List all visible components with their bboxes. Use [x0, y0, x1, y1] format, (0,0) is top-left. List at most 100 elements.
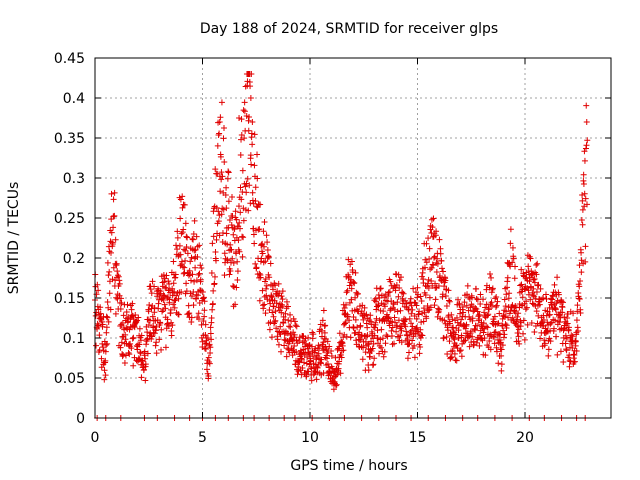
data-point: [394, 308, 401, 315]
data-point: [371, 332, 378, 339]
data-point: [419, 332, 426, 339]
data-point: [363, 333, 370, 340]
data-point: [501, 313, 508, 320]
data-point: [161, 278, 168, 285]
data-point: [578, 249, 585, 256]
data-point: [573, 347, 580, 354]
data-point: [381, 303, 388, 310]
data-point: [499, 323, 506, 330]
data-point: [224, 175, 231, 182]
data-point: [576, 262, 583, 269]
data-point: [265, 252, 272, 259]
data-point: [496, 310, 503, 317]
data-point: [215, 218, 222, 225]
data-point: [370, 340, 377, 347]
data-point: [551, 281, 558, 288]
data-point: [554, 297, 561, 304]
data-point: [533, 271, 540, 278]
data-point: [466, 313, 473, 320]
data-point: [244, 175, 251, 182]
data-point: [216, 119, 223, 125]
data-point: [111, 189, 118, 196]
data-point: [448, 353, 455, 360]
data-point: [576, 295, 583, 302]
data-point: [239, 167, 246, 174]
data-point: [531, 279, 538, 286]
data-point: [421, 264, 428, 271]
data-point: [494, 320, 501, 327]
data-point: [142, 377, 149, 384]
data-point: [177, 262, 184, 269]
data-point: [175, 311, 182, 318]
data-point: [347, 334, 354, 341]
data-point: [562, 340, 569, 347]
data-point: [367, 312, 374, 319]
data-point: [126, 351, 133, 358]
data-point: [482, 352, 489, 359]
data-point: [566, 357, 573, 364]
data-point: [439, 291, 446, 298]
data-point: [300, 359, 307, 366]
data-point: [282, 310, 289, 317]
data-point: [207, 344, 214, 351]
data-point: [261, 218, 268, 225]
data-point: [469, 333, 476, 340]
data-point: [473, 285, 480, 292]
data-point: [248, 161, 255, 168]
data-point: [376, 350, 383, 357]
data-point: [227, 241, 234, 248]
data-point: [377, 285, 384, 292]
data-point: [208, 336, 215, 343]
data-point: [474, 296, 481, 303]
data-point: [463, 302, 470, 309]
data-point: [216, 232, 223, 239]
data-point: [227, 267, 234, 274]
data-point: [560, 299, 567, 306]
data-point: [371, 355, 378, 362]
data-point: [199, 289, 206, 296]
data-point: [520, 330, 527, 337]
data-point: [536, 301, 543, 308]
data-point: [368, 321, 375, 328]
data-point: [126, 326, 133, 333]
data-point: [206, 360, 213, 367]
data-point: [413, 315, 420, 322]
data-point: [578, 269, 585, 276]
data-point: [197, 276, 204, 283]
data-point: [106, 248, 113, 255]
data-point: [378, 326, 385, 333]
data-point: [561, 325, 568, 332]
data-point: [112, 236, 119, 243]
data-point: [174, 246, 181, 253]
data-point: [128, 306, 135, 313]
data-point: [373, 315, 380, 322]
data-point: [429, 224, 436, 231]
data-point: [137, 349, 144, 356]
y-tick-label: 0.35: [54, 131, 85, 147]
y-tick-label: 0.05: [54, 371, 85, 387]
y-axis-label: SRMTID / TECUs: [6, 182, 22, 295]
data-point: [207, 330, 214, 337]
data-point: [407, 295, 414, 302]
data-point: [509, 244, 516, 251]
data-point: [425, 276, 432, 283]
data-point: [514, 329, 521, 336]
data-point: [107, 306, 114, 313]
data-point: [208, 270, 215, 277]
data-point: [501, 331, 508, 338]
data-point: [455, 296, 462, 303]
x-tick-labels: 0 5 10 15 20: [91, 430, 534, 446]
data-point: [457, 347, 464, 354]
data-point: [425, 285, 432, 292]
data-point: [182, 220, 189, 227]
data-point: [219, 173, 226, 180]
data-point: [258, 242, 265, 249]
data-point: [190, 236, 197, 243]
data-point: [549, 293, 556, 300]
data-point: [308, 343, 315, 350]
data-point: [105, 272, 112, 279]
data-point: [215, 132, 222, 139]
data-point: [305, 350, 312, 357]
data-point: [217, 153, 224, 160]
